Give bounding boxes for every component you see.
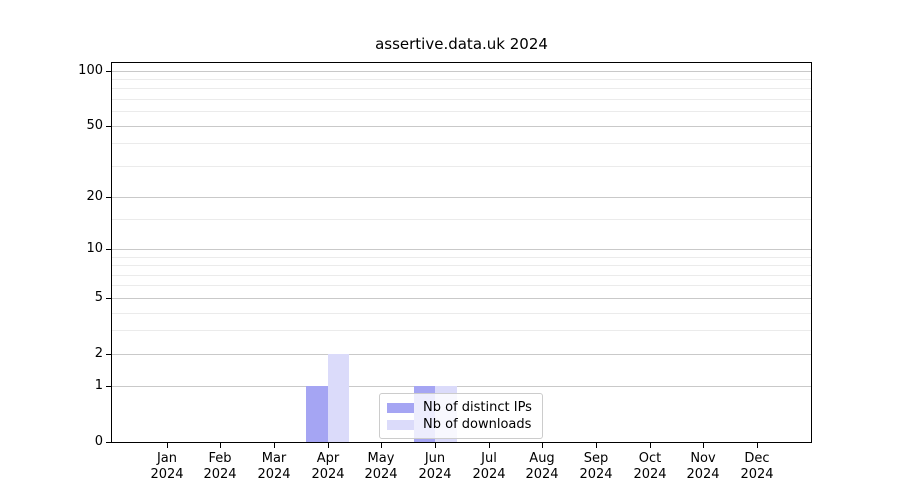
x-tick-label: Sep 2024 (579, 451, 613, 482)
gridline-major (112, 125, 811, 127)
bar-distinct-ips (306, 386, 328, 442)
plot-area: Nb of distinct IPs Nb of downloads (111, 62, 812, 443)
legend-entry-distinct-ips: Nb of distinct IPs (387, 399, 532, 416)
legend-swatch-downloads (387, 419, 414, 430)
x-tick-mark (542, 443, 543, 448)
y-tick-label: 2 (94, 346, 103, 361)
x-tick-label: Nov 2024 (686, 451, 720, 482)
x-tick-label: May 2024 (364, 451, 398, 482)
legend: Nb of distinct IPs Nb of downloads (379, 393, 543, 439)
y-tick-mark (106, 298, 111, 299)
y-tick-label: 10 (86, 241, 103, 256)
x-tick-label: Mar 2024 (257, 451, 291, 482)
y-tick-mark (106, 71, 111, 72)
x-tick-label: Dec 2024 (740, 451, 774, 482)
gridline-minor (112, 143, 811, 145)
y-tick-mark (106, 126, 111, 127)
bar-downloads (327, 353, 350, 442)
gridline-minor (112, 285, 811, 287)
legend-entry-downloads: Nb of downloads (387, 416, 532, 433)
x-tick-label: Jul 2024 (472, 451, 506, 482)
x-tick-mark (757, 443, 758, 448)
x-tick-label: Aug 2024 (525, 451, 559, 482)
gridline-minor (112, 312, 811, 314)
chart-title: assertive.data.uk 2024 (375, 35, 548, 53)
x-tick-mark (167, 443, 168, 448)
gridline-minor (112, 111, 811, 113)
x-tick-label: Jan 2024 (150, 451, 184, 482)
y-tick-mark (106, 442, 111, 443)
y-tick-mark (106, 197, 111, 198)
gridline-major (112, 197, 811, 198)
gridline-minor (112, 99, 811, 100)
gridline-minor (112, 218, 811, 220)
y-tick-mark (106, 354, 111, 355)
legend-label-distinct-ips: Nb of distinct IPs (423, 400, 532, 415)
gridline-major (112, 353, 811, 355)
y-tick-label: 1 (94, 378, 103, 393)
gridline-major (112, 70, 811, 72)
y-tick-mark (106, 386, 111, 387)
x-tick-mark (328, 443, 329, 448)
x-tick-label: Oct 2024 (633, 451, 667, 482)
x-tick-mark (489, 443, 490, 448)
x-tick-mark (596, 443, 597, 448)
x-tick-label: Apr 2024 (311, 451, 345, 482)
gridline-minor (112, 256, 811, 258)
gridline-minor (112, 79, 811, 80)
y-tick-label: 0 (94, 434, 103, 449)
y-tick-label: 20 (86, 189, 103, 204)
gridline-major (112, 249, 811, 250)
x-tick-mark (220, 443, 221, 448)
y-tick-label: 5 (94, 290, 103, 305)
gridline-major (112, 297, 811, 299)
gridline-minor (112, 330, 811, 332)
x-tick-mark (381, 443, 382, 448)
y-tick-label: 50 (86, 118, 103, 133)
gridline-minor (112, 165, 811, 167)
gridline-minor (112, 274, 811, 276)
x-tick-mark (650, 443, 651, 448)
legend-swatch-distinct-ips (387, 402, 414, 413)
x-tick-mark (435, 443, 436, 448)
gridline-major (112, 386, 811, 388)
legend-label-downloads: Nb of downloads (423, 417, 532, 432)
x-tick-mark (703, 443, 704, 448)
gridline-minor (112, 88, 811, 90)
x-tick-label: Jun 2024 (418, 451, 452, 482)
x-tick-label: Feb 2024 (203, 451, 237, 482)
gridline-minor (112, 265, 811, 267)
x-tick-mark (274, 443, 275, 448)
y-tick-label: 100 (78, 63, 103, 78)
y-tick-mark (106, 249, 111, 250)
